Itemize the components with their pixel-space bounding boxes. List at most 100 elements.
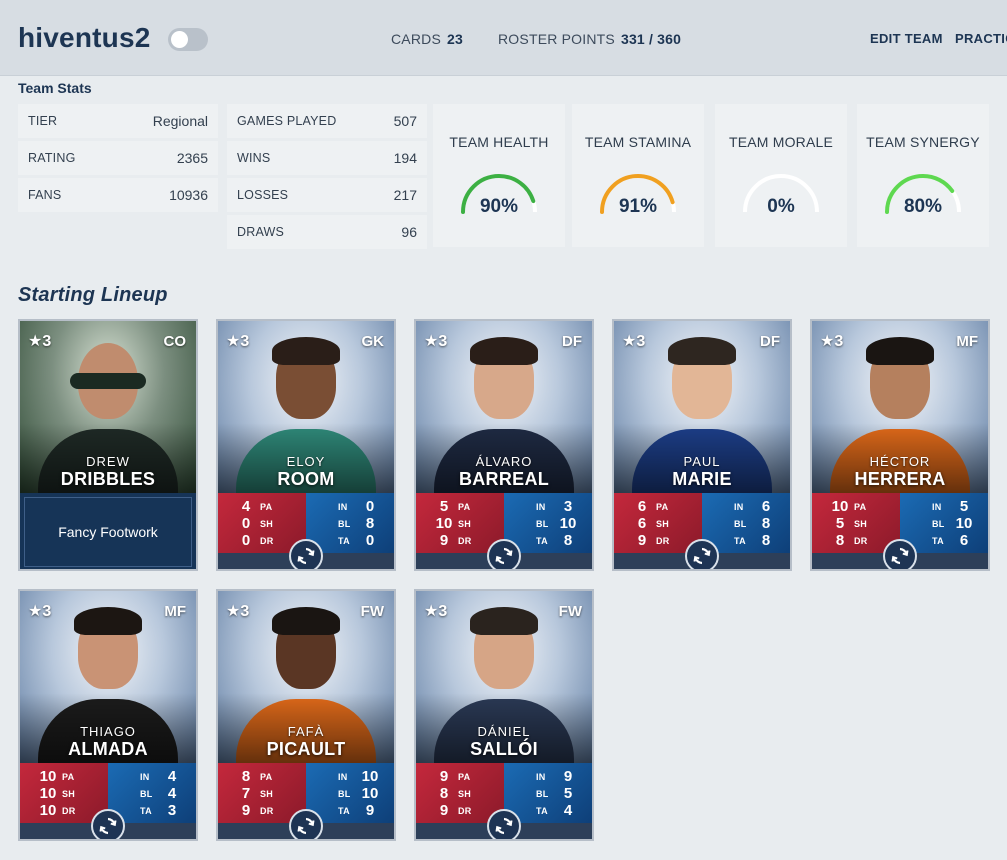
stat-value: 10936 xyxy=(169,187,208,203)
card-position: MF xyxy=(956,333,978,350)
card-position: CO xyxy=(163,333,187,350)
attr-value: 6 xyxy=(637,498,647,515)
attr-label: BL xyxy=(536,518,549,529)
stat-key: LOSSES xyxy=(237,188,289,202)
player-card[interactable]: ★3 MF THIAGO ALMADA 10 PA 10 SH 10 DR IN 4 B… xyxy=(18,589,198,841)
attr-ta: TA 9 xyxy=(338,802,394,819)
attr-value: 0 xyxy=(241,515,251,532)
card-last-name: ALMADA xyxy=(68,739,148,759)
swap-player-button[interactable] xyxy=(289,809,323,839)
attr-value: 9 xyxy=(439,768,449,785)
attr-label: IN xyxy=(536,501,546,512)
attr-ta: TA 0 xyxy=(338,532,394,549)
roster-value: 331 / 360 xyxy=(620,31,682,47)
gauge-label: TEAM MORALE xyxy=(728,134,834,150)
player-portrait xyxy=(218,591,394,763)
attr-label: IN xyxy=(338,501,348,512)
coach-card[interactable]: ★3 CO DREW DRIBBLES Fancy Footwork xyxy=(18,319,198,571)
rating-value: 3 xyxy=(438,333,448,350)
attr-label: PA xyxy=(458,771,471,782)
sunglasses-icon xyxy=(70,373,146,389)
attr-value: 8 xyxy=(241,768,251,785)
practice-link[interactable]: PRACTIC xyxy=(955,31,1007,46)
attr-label: PA xyxy=(62,771,75,782)
attr-value: 10 xyxy=(39,802,57,819)
player-portrait xyxy=(416,591,592,763)
attr-value: 9 xyxy=(439,532,449,549)
attr-value: 8 xyxy=(365,515,375,532)
attr-bl: BL 10 xyxy=(338,785,394,802)
attr-value: 8 xyxy=(761,515,771,532)
attr-label: TA xyxy=(338,535,350,546)
swap-player-button[interactable] xyxy=(883,539,917,569)
player-card[interactable]: ★3 DF PAUL MARIE 6 PA 6 SH 9 DR IN 6 BL 8 TA 8 xyxy=(612,319,792,571)
attr-value: 0 xyxy=(365,498,375,515)
portrait-hair xyxy=(470,607,538,635)
card-first-name: PAUL xyxy=(683,454,721,469)
defense-attributes: IN 4 BL 4 TA 3 xyxy=(108,763,196,823)
swap-player-button[interactable] xyxy=(487,809,521,839)
rating-value: 3 xyxy=(834,333,844,350)
attr-value: 8 xyxy=(439,785,449,802)
visibility-toggle[interactable] xyxy=(168,28,208,51)
player-portrait xyxy=(614,321,790,493)
stat-key: FANS xyxy=(28,188,62,202)
attr-value: 5 xyxy=(959,498,969,515)
swap-player-button[interactable] xyxy=(685,539,719,569)
attr-label: DR xyxy=(458,535,472,546)
card-attributes: 9 PA 8 SH 9 DR IN 9 BL 5 TA 4 xyxy=(416,763,592,823)
player-card[interactable]: ★3 GK ELOY ROOM 4 PA 0 SH 0 DR IN 0 BL 8 TA 0 xyxy=(216,319,396,571)
attr-value: 8 xyxy=(761,532,771,549)
attr-value: 4 xyxy=(167,768,177,785)
player-card[interactable]: ★3 MF HÉCTOR HERRERA 10 PA 5 SH 8 DR IN 5 BL… xyxy=(810,319,990,571)
cards-label: CARDS xyxy=(391,31,442,47)
player-portrait xyxy=(812,321,988,493)
defense-attributes: IN 10 BL 10 TA 9 xyxy=(306,763,394,823)
player-card[interactable]: ★3 DF ÁLVARO BARREAL 5 PA 10 SH 9 DR IN 3 BL… xyxy=(414,319,594,571)
swap-player-button[interactable] xyxy=(289,539,323,569)
gauge-label: TEAM STAMINA xyxy=(584,134,692,150)
card-rating: ★3 xyxy=(28,333,52,350)
player-card[interactable]: ★3 FW DÁNIEL SALLÓI 9 PA 8 SH 9 DR IN 9 BL 5 … xyxy=(414,589,594,841)
card-attributes: 5 PA 10 SH 9 DR IN 3 BL 10 TA 8 xyxy=(416,493,592,553)
card-rating: ★3 xyxy=(226,603,250,620)
player-portrait xyxy=(218,321,394,493)
attr-pa: 8 PA xyxy=(236,768,306,785)
attr-bl: BL 8 xyxy=(338,515,394,532)
portrait-hair xyxy=(866,337,934,365)
stat-value: 2365 xyxy=(176,150,208,166)
defense-attributes: IN 5 BL 10 TA 6 xyxy=(900,493,988,553)
attr-label: DR xyxy=(854,535,868,546)
stats-column-2: GAMES PLAYED 507 WINS 194 LOSSES 217 DRAWS 9… xyxy=(227,104,427,252)
swap-icon xyxy=(297,817,315,835)
player-card[interactable]: ★3 FW FAFÀ PICAULT 8 PA 7 SH 9 DR IN 10 BL 10… xyxy=(216,589,396,841)
card-position: DF xyxy=(760,333,780,350)
attr-value: 9 xyxy=(439,802,449,819)
stat-value: Regional xyxy=(152,113,208,129)
attr-sh: 5 SH xyxy=(830,515,900,532)
defense-attributes: IN 9 BL 5 TA 4 xyxy=(504,763,592,823)
defense-attributes: IN 3 BL 10 TA 8 xyxy=(504,493,592,553)
card-first-name: THIAGO xyxy=(80,724,136,739)
card-rating: ★3 xyxy=(226,333,250,350)
attr-sh: 10 SH xyxy=(38,785,108,802)
attr-label: DR xyxy=(656,535,670,546)
offense-attributes: 6 PA 6 SH 9 DR xyxy=(614,493,702,553)
attr-dr: 9 DR xyxy=(236,802,306,819)
edit-team-link[interactable]: EDIT TEAM xyxy=(870,31,943,46)
attr-label: SH xyxy=(260,518,274,529)
attr-dr: 8 DR xyxy=(830,532,900,549)
attr-bl: BL 10 xyxy=(536,515,592,532)
card-position: FW xyxy=(558,603,582,620)
starting-lineup-title: Starting Lineup xyxy=(18,284,168,306)
offense-attributes: 9 PA 8 SH 9 DR xyxy=(416,763,504,823)
swap-player-button[interactable] xyxy=(91,809,125,839)
stat-key: TIER xyxy=(28,114,58,128)
attr-bl: BL 8 xyxy=(734,515,790,532)
stat-row-rating: RATING 2365 xyxy=(18,141,218,175)
attr-value: 10 xyxy=(955,515,973,532)
stat-key: WINS xyxy=(237,151,271,165)
swap-player-button[interactable] xyxy=(487,539,521,569)
card-first-name: DÁNIEL xyxy=(477,724,531,739)
card-first-name: ELOY xyxy=(286,454,326,469)
